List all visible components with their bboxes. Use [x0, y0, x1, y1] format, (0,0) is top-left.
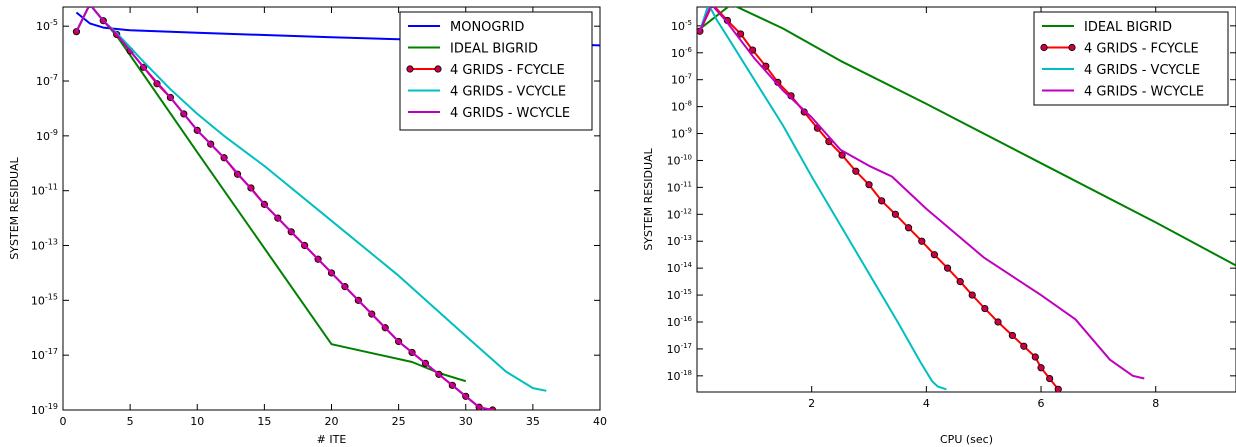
x-tick-label: 0 [60, 415, 67, 428]
y-tick-label: 10-17 [31, 347, 58, 362]
y-tick-label: 10-7 [36, 73, 58, 88]
legend-label: IDEAL BIGRID [1084, 20, 1172, 35]
x-tick-label: 6 [1038, 397, 1045, 410]
y-tick-label: 10-15 [667, 288, 692, 302]
chart-panel-2: 2 4 6 8 10-18 10-17 10-16 10-15 10-14 10-13 10-12 1… [642, 1, 1236, 446]
y-tick-label: 10-10 [667, 153, 692, 167]
y-tick-label: 10-11 [31, 183, 58, 198]
x-tick-label: 20 [325, 415, 339, 428]
y-tick-label: 10-16 [667, 315, 693, 329]
data-point [87, 1, 93, 7]
y-tick-label: 10-17 [667, 342, 692, 356]
y-tick-label: 10-5 [671, 19, 692, 33]
y-tick-label: 10-9 [671, 127, 692, 141]
legend-marker [1041, 44, 1047, 50]
y-tick-label: 10-19 [31, 402, 58, 417]
y-tick-label: 10-5 [36, 18, 58, 33]
legend: IDEAL BIGRID 4 GRIDS - FCYCLE 4 GRIDS - VC… [1034, 12, 1228, 105]
data-point [982, 305, 988, 311]
data-point [1021, 343, 1027, 349]
x-tick-label: 2 [808, 397, 815, 410]
x-tick-label: 5 [127, 415, 134, 428]
legend-label: 4 GRIDS - VCYCLE [1084, 63, 1200, 78]
y-tick-label: 10-13 [667, 234, 692, 248]
y-tick-label: 10-9 [36, 128, 58, 143]
x-tick-label: 40 [593, 415, 607, 428]
y-tick-label: 10-12 [667, 207, 692, 221]
legend-label: 4 GRIDS - WCYCLE [1084, 85, 1204, 100]
legend-label: MONOGRID [450, 20, 524, 35]
y-tick-label: 10-14 [667, 261, 693, 275]
legend-label: 4 GRIDS - WCYCLE [450, 106, 570, 121]
data-point [995, 319, 1001, 325]
x-axis-label: CPU (sec) [940, 433, 993, 446]
x-tick-label: 10 [190, 415, 204, 428]
data-point [957, 278, 963, 284]
legend-marker [435, 66, 441, 72]
legend-marker [1069, 44, 1075, 50]
y-tick-label: 10-18 [667, 369, 692, 383]
data-point [1038, 365, 1044, 371]
legend-label: IDEAL BIGRID [450, 42, 538, 57]
y-axis-label: SYSTEM RESIDUAL [642, 147, 655, 250]
data-point [1064, 397, 1070, 403]
data-point [944, 265, 950, 271]
y-tick-label: 10-13 [31, 238, 58, 253]
legend: MONOGRID IDEAL BIGRID 4 GRIDS - FCYCLE 4 GR… [400, 12, 592, 130]
y-tick-label: 10-7 [671, 73, 692, 87]
data-point [892, 211, 898, 217]
x-tick-label: 15 [257, 415, 271, 428]
chart-panel-1: 0 5 10 15 20 25 30 35 40 10-19 10-17 10-15 10-13 10-1… [8, 1, 607, 446]
data-point [919, 238, 925, 244]
data-point [1009, 332, 1015, 338]
x-tick-label: 25 [392, 415, 406, 428]
legend-marker [407, 66, 413, 72]
y-tick-label: 10-6 [671, 46, 693, 60]
data-point [1072, 400, 1078, 406]
data-point [969, 292, 975, 298]
data-point [1032, 354, 1038, 360]
x-axis-label: # ITE [317, 433, 347, 446]
data-point [1055, 386, 1061, 392]
x-tick-label: 4 [923, 397, 930, 410]
y-tick-label: 10-11 [667, 180, 692, 194]
data-point [1046, 375, 1052, 381]
legend-label: 4 GRIDS - FCYCLE [450, 63, 565, 78]
x-tick-label: 30 [459, 415, 473, 428]
legend-label: 4 GRIDS - VCYCLE [450, 85, 566, 100]
x-tick-label: 35 [526, 415, 540, 428]
y-axis-label: SYSTEM RESIDUAL [8, 156, 21, 259]
data-point [866, 181, 872, 187]
data-point [905, 225, 911, 231]
legend-label: 4 GRIDS - FCYCLE [1084, 42, 1199, 57]
y-tick-label: 10-8 [671, 100, 692, 114]
data-point [931, 251, 937, 257]
data-point [878, 198, 884, 204]
y-tick-label: 10-15 [31, 292, 58, 307]
x-tick-label: 8 [1152, 397, 1159, 410]
data-point [853, 168, 859, 174]
